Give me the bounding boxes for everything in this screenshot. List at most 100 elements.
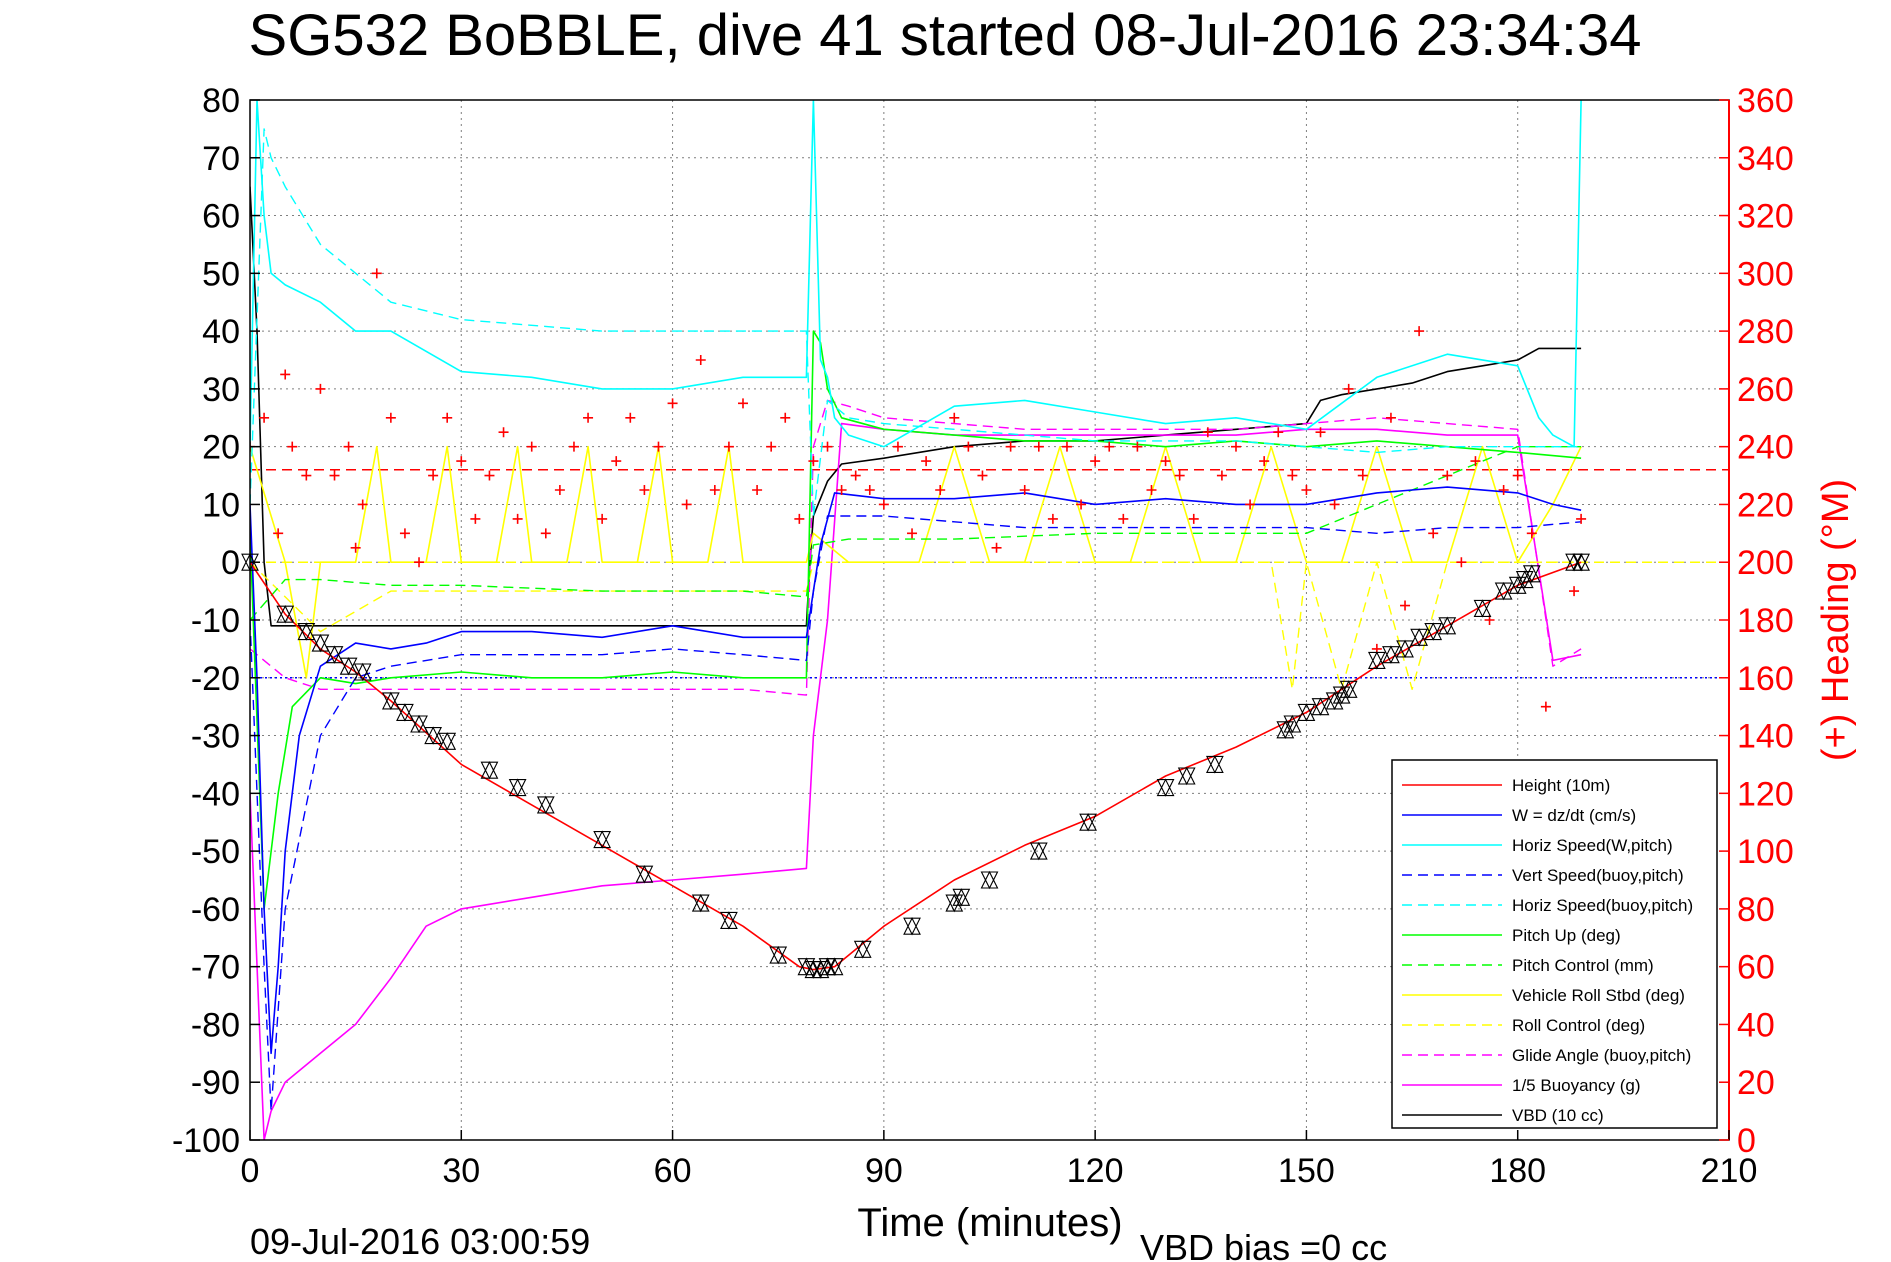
depth-marker [825,957,844,976]
depth-marker [980,870,999,890]
heading-point [1216,470,1227,481]
y2-tick-label: 120 [1737,775,1794,813]
y-tick-label: 40 [202,313,240,351]
series-line [250,445,1582,679]
depth-marker [635,864,654,884]
y2-tick-label: 340 [1737,140,1794,178]
y2-tick-label: 360 [1737,82,1794,120]
depth-marker [1367,651,1386,670]
y2-tick-label: 100 [1737,833,1794,871]
depth-marker [536,795,555,815]
heading-point [1287,470,1298,481]
heading-point [1202,427,1213,438]
y-tick-label: 10 [202,486,240,524]
heading-point [583,412,594,423]
legend-label: Horiz Speed(W,pitch) [1512,836,1673,855]
depth-marker [691,893,710,913]
depth-marker [1311,697,1330,716]
heading-point [1569,586,1580,597]
heading-point [1061,441,1072,452]
heading-point [1470,456,1481,467]
heading-point [864,485,875,495]
heading-point [568,441,579,452]
y-tick-label: 20 [202,429,240,467]
y-tick-label: -80 [191,1006,240,1044]
y2-tick-label: 280 [1737,313,1794,351]
x-tick-label: 120 [1067,1152,1124,1190]
heading-point [780,412,791,423]
heading-point [1118,513,1129,524]
depth-marker [424,726,443,745]
heading-point [1132,441,1143,452]
grid-layer [250,100,1729,1140]
heading-point [1033,441,1044,452]
heading-point [639,485,650,495]
y-tick-label: -20 [191,660,240,698]
depth-marker [508,778,527,797]
y-tick-label: -50 [191,833,240,871]
y2-tick-label: 160 [1737,660,1794,698]
heading-point [611,456,622,467]
heading-point [1047,513,1058,524]
y2-tick-label: 260 [1737,371,1794,409]
heading-point [414,557,425,568]
heading-point [681,499,692,510]
y-tick-label: 0 [221,544,240,582]
depth-marker [769,945,788,965]
heading-point [878,499,889,510]
depth-marker [1079,812,1097,832]
depth-marker [1396,639,1414,659]
heading-point [456,456,467,467]
depth-marker [353,662,372,682]
legend-box [1391,759,1718,1129]
heading-point [1442,470,1453,481]
heading-point [498,427,509,438]
legend: Height (10m) W = dz/dt (cm/s) Horiz Speed(… [1391,759,1718,1129]
heading-point [935,485,946,495]
depth-marker [1382,645,1400,664]
heading-point [1329,499,1340,510]
heading-point [470,513,481,524]
heading-point [1315,427,1326,438]
heading-point [1231,441,1241,452]
heading-point [280,369,291,380]
depth-marker [276,604,295,624]
legend-label: Horiz Speed(buoy,pitch) [1512,896,1693,915]
heading-point [1400,600,1411,611]
heading-point [442,412,453,423]
y2-tick-label: 320 [1737,198,1794,236]
x-tick-label: 210 [1701,1152,1758,1190]
heading-layer [250,268,1587,770]
heading-point [1146,485,1157,495]
y2-tick-label: 240 [1737,429,1794,467]
heading-point [1076,499,1087,510]
depth-marker [1438,616,1457,636]
heading-point [1301,485,1312,495]
y2-tick-label: 200 [1737,544,1794,582]
legend-label: Glide Angle (buoy,pitch) [1512,1046,1691,1065]
heading-point [892,441,903,452]
y2-tick-label: 140 [1737,718,1794,756]
heading-point [738,398,748,409]
heading-point [484,470,495,481]
heading-point [554,485,565,495]
heading-point [1540,701,1551,712]
heading-point [1512,470,1523,481]
heading-point [1357,470,1368,481]
heading-point [1005,441,1016,452]
heading-point [1414,326,1425,337]
depth-marker [1283,714,1302,734]
heading-point [625,412,636,423]
heading-point [1090,456,1101,467]
depth-marker-layer [241,552,1590,979]
legend-items: Height (10m) W = dz/dt (cm/s) Horiz Speed(… [1402,776,1693,1125]
heading-point [921,456,932,467]
heading-point [850,470,861,481]
y-tick-label: -40 [191,775,240,813]
x-tick-label: 90 [865,1152,903,1190]
y-tick-label: 50 [202,255,240,293]
legend-label: 1/5 Buoyancy (g) [1512,1076,1641,1095]
heading-point [1245,499,1256,510]
heading-point [1526,528,1537,539]
